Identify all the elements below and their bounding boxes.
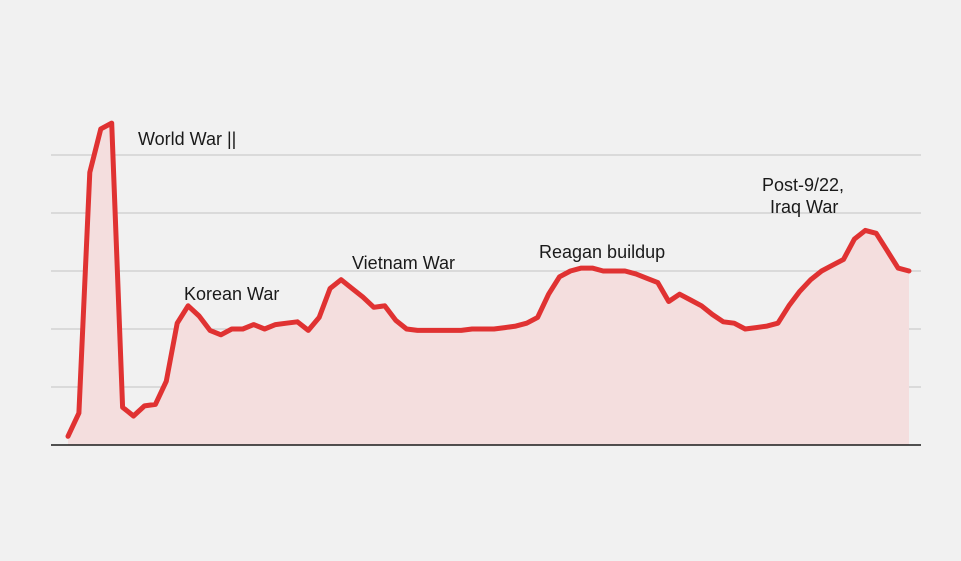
data-point	[896, 266, 901, 271]
data-point	[131, 414, 136, 419]
data-point	[513, 324, 518, 329]
data-point	[251, 322, 256, 327]
data-point	[830, 263, 835, 268]
data-point	[295, 319, 300, 324]
data-point	[874, 231, 879, 236]
data-point	[852, 237, 857, 242]
data-point	[208, 328, 213, 333]
data-point	[426, 328, 431, 333]
data-point	[863, 228, 868, 233]
data-point	[579, 266, 584, 271]
data-point	[775, 321, 780, 326]
data-point	[699, 303, 704, 308]
data-point	[524, 321, 529, 326]
data-point	[87, 170, 92, 175]
annotation-reagan-buildup: Reagan buildup	[539, 242, 665, 262]
data-point	[66, 434, 71, 439]
data-point	[808, 277, 813, 282]
data-point	[262, 327, 267, 332]
data-point	[841, 257, 846, 262]
data-point	[644, 276, 649, 281]
data-point	[677, 292, 682, 297]
data-point	[142, 403, 147, 408]
data-point	[492, 327, 497, 332]
data-point	[98, 126, 103, 131]
data-point	[535, 315, 540, 320]
data-point	[229, 327, 234, 332]
data-point	[732, 321, 737, 326]
annotations: World War || Korean War Vietnam War Reag…	[138, 129, 844, 304]
data-point	[601, 269, 606, 274]
data-point	[568, 269, 573, 274]
annotation-iraq-war-line2: Iraq War	[770, 197, 838, 217]
data-point	[273, 322, 278, 327]
data-point	[350, 286, 355, 291]
data-point	[786, 303, 791, 308]
data-point	[612, 269, 617, 274]
series-line	[65, 120, 912, 439]
data-point	[76, 411, 81, 416]
data-point	[502, 325, 507, 330]
data-point	[907, 269, 912, 274]
data-point	[404, 327, 409, 332]
data-point	[175, 321, 180, 326]
data-point	[164, 379, 169, 384]
data-point	[109, 121, 114, 126]
data-point	[710, 312, 715, 317]
data-point	[360, 295, 365, 300]
annotation-post-911-line1: Post-9/22,	[762, 175, 844, 195]
annotation-world-war-ii: World War ||	[138, 129, 236, 149]
data-point	[666, 299, 671, 304]
data-point	[197, 314, 202, 319]
data-point	[688, 298, 693, 303]
data-point	[546, 292, 551, 297]
data-point	[371, 305, 376, 310]
data-point	[339, 277, 344, 282]
data-point	[317, 315, 322, 320]
data-point	[240, 327, 245, 332]
series-area-fill	[68, 123, 909, 445]
data-point	[797, 289, 802, 294]
data-point	[120, 405, 125, 410]
data-point	[557, 274, 562, 279]
data-point	[754, 325, 759, 330]
data-point	[393, 318, 398, 323]
data-point	[415, 328, 420, 333]
data-point	[218, 332, 223, 337]
data-point	[819, 269, 824, 274]
annotation-vietnam-war: Vietnam War	[352, 253, 455, 273]
data-point	[459, 328, 464, 333]
data-point	[153, 402, 158, 407]
data-point	[743, 327, 748, 332]
data-point	[885, 248, 890, 253]
data-point	[655, 280, 660, 285]
data-point	[623, 269, 628, 274]
data-point	[448, 328, 453, 333]
data-point	[633, 271, 638, 276]
data-point	[328, 286, 333, 291]
data-point	[470, 327, 475, 332]
data-point	[721, 319, 726, 324]
data-point	[186, 303, 191, 308]
annotation-korean-war: Korean War	[184, 284, 279, 304]
data-point	[284, 321, 289, 326]
data-point	[437, 328, 442, 333]
data-point	[765, 324, 770, 329]
data-point	[481, 327, 486, 332]
data-point	[382, 303, 387, 308]
data-point	[590, 266, 595, 271]
series-area	[65, 120, 912, 445]
data-point	[306, 328, 311, 333]
